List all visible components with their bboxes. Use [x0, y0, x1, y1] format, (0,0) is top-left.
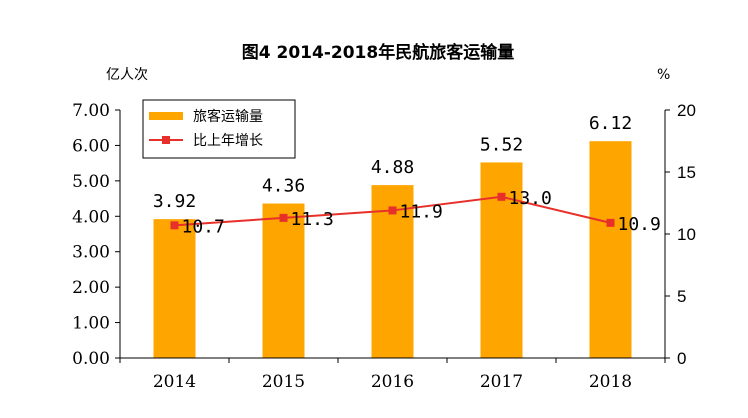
- right-tick-label: 5: [677, 287, 686, 306]
- x-tick-label: 2016: [371, 372, 414, 392]
- bar-value-label: 5.52: [480, 134, 523, 155]
- chart-title: 图4 2014-2018年民航旅客运输量: [242, 42, 514, 63]
- left-tick-label: 0.00: [72, 349, 110, 369]
- growth-point-2016: [388, 206, 397, 215]
- x-tick-label: 2018: [589, 372, 632, 392]
- legend-bar-label: 旅客运输量: [193, 108, 263, 125]
- legend-line-marker: [162, 136, 170, 144]
- x-tick-label: 2015: [262, 372, 305, 392]
- bar-value-label: 4.88: [371, 157, 414, 178]
- legend-line-label: 比上年增长: [193, 133, 263, 149]
- growth-value-label: 10.7: [182, 216, 225, 237]
- left-tick-label: 6.00: [72, 136, 110, 156]
- growth-value-label: 11.9: [400, 201, 443, 222]
- right-axis-unit: %: [657, 67, 670, 83]
- left-tick-label: 7.00: [72, 101, 110, 121]
- bar-value-label: 4.36: [262, 176, 305, 197]
- left-tick-label: 1.00: [72, 314, 110, 334]
- growth-point-2014: [170, 221, 179, 230]
- growth-point-2015: [279, 213, 288, 222]
- legend-bar-swatch: [149, 112, 183, 120]
- growth-value-label: 10.9: [618, 214, 661, 235]
- bar-value-label: 3.92: [153, 191, 196, 212]
- right-tick-label: 10: [677, 225, 696, 244]
- axes-layer: 0.00 1.00 2.00 3.00 4.00 5.00 6.00 7.00 0 5 10 15 20…: [72, 101, 696, 392]
- growth-value-label: 11.3: [291, 209, 334, 230]
- bar-2014: [153, 219, 196, 358]
- left-tick-label: 5.00: [72, 172, 110, 192]
- bar-2018: [589, 141, 632, 358]
- bar-value-label: 6.12: [589, 113, 632, 134]
- left-tick-label: 4.00: [72, 207, 110, 227]
- growth-point-2017: [497, 192, 506, 201]
- growth-value-label: 13.0: [509, 188, 552, 209]
- legend: 旅客运输量 比上年增长: [142, 99, 296, 159]
- right-tick-label: 15: [677, 163, 696, 182]
- right-tick-label: 20: [677, 101, 696, 120]
- x-tick-label: 2014: [153, 372, 196, 392]
- left-tick-label: 2.00: [72, 278, 110, 298]
- labels-layer: 3.92 4.36 4.88 5.52 6.12 10.7 11.3 11.9 13.0 10.9: [153, 113, 661, 237]
- x-tick-label: 2017: [480, 372, 523, 392]
- line-layer: [170, 192, 615, 230]
- left-axis-unit: 亿人次: [106, 67, 148, 83]
- left-tick-label: 3.00: [72, 243, 110, 263]
- legend-box: [142, 99, 296, 159]
- bar-2015: [262, 203, 305, 358]
- right-tick-label: 0: [677, 349, 686, 368]
- growth-point-2018: [606, 218, 615, 227]
